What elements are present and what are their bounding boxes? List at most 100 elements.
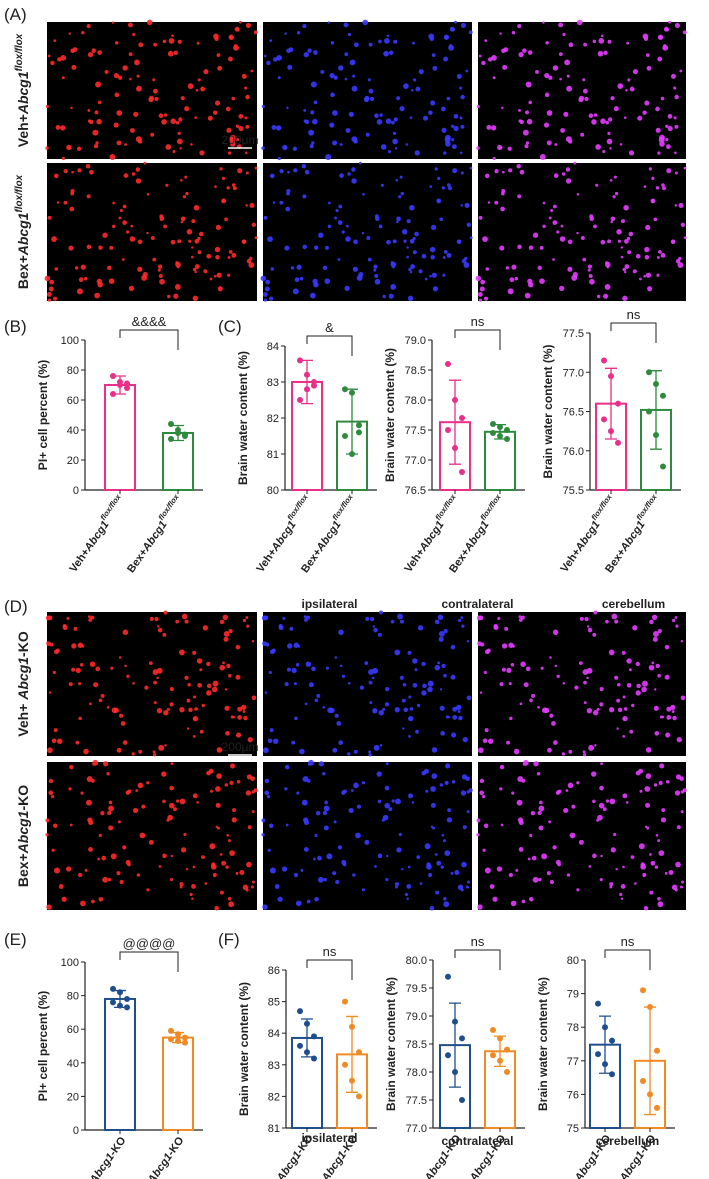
cell xyxy=(337,258,341,261)
cell xyxy=(186,229,193,235)
cell xyxy=(136,873,141,877)
cell xyxy=(282,616,286,620)
cell xyxy=(660,252,666,258)
cell xyxy=(658,249,662,254)
cell xyxy=(153,701,157,705)
cell xyxy=(179,882,184,887)
cell xyxy=(97,281,103,288)
cell xyxy=(605,120,610,125)
cell xyxy=(48,286,54,292)
cell xyxy=(489,884,495,889)
y-tick-label: 77 xyxy=(567,1056,579,1068)
label: Bex+Abcg1-KO xyxy=(15,785,31,887)
cell xyxy=(587,268,591,272)
cell xyxy=(434,167,438,171)
cell xyxy=(231,183,236,187)
cell xyxy=(412,682,418,688)
cell xyxy=(562,32,566,37)
cell xyxy=(558,22,564,28)
cell xyxy=(558,52,563,57)
cell xyxy=(565,167,571,172)
cell xyxy=(657,896,661,901)
cell xyxy=(245,22,251,29)
cell xyxy=(369,701,373,705)
cell xyxy=(628,231,634,237)
cell xyxy=(622,735,626,738)
cell xyxy=(304,702,308,706)
cell xyxy=(609,147,612,150)
cell xyxy=(660,96,665,101)
cell xyxy=(549,713,554,718)
cell xyxy=(235,644,241,650)
cell xyxy=(676,825,681,830)
cell xyxy=(277,76,281,80)
cell xyxy=(158,865,162,868)
cell xyxy=(302,24,307,29)
cell xyxy=(459,116,463,120)
cell xyxy=(304,618,308,622)
cell xyxy=(640,863,647,870)
cell xyxy=(566,873,571,877)
cell xyxy=(430,224,437,231)
cell xyxy=(548,820,552,824)
superscript: flox/flox xyxy=(98,492,123,522)
cell xyxy=(116,747,122,753)
cell xyxy=(250,885,254,889)
cell xyxy=(499,682,504,687)
cell xyxy=(425,789,429,793)
cell xyxy=(600,118,606,125)
cell xyxy=(299,276,304,281)
cell xyxy=(561,172,566,176)
cell xyxy=(411,801,415,804)
cell xyxy=(353,139,358,144)
y-tick-label: 79.0 xyxy=(406,1011,427,1023)
cell xyxy=(126,674,130,678)
cell xyxy=(374,278,381,285)
cell xyxy=(589,216,594,222)
cell xyxy=(279,168,284,174)
cell xyxy=(670,704,676,711)
cell xyxy=(188,239,192,243)
cell xyxy=(368,750,372,754)
data-point xyxy=(452,445,458,451)
cell xyxy=(546,871,551,876)
cell xyxy=(314,698,319,703)
cell xyxy=(381,818,385,822)
cell xyxy=(599,687,604,692)
cell xyxy=(615,867,618,871)
cell xyxy=(196,41,200,45)
cell xyxy=(79,663,84,667)
cell xyxy=(465,776,470,781)
cell xyxy=(111,707,118,714)
data-point xyxy=(117,1002,123,1009)
cell xyxy=(457,710,461,714)
cell xyxy=(437,661,441,665)
cell xyxy=(208,768,214,774)
cell xyxy=(177,131,181,135)
cell xyxy=(480,279,486,285)
label: Veh+ Abcg1-KO xyxy=(15,631,31,737)
cell xyxy=(213,874,216,878)
cell xyxy=(394,649,401,656)
cell xyxy=(447,183,451,187)
cell xyxy=(562,682,566,685)
cell xyxy=(293,642,299,648)
cell xyxy=(344,77,348,81)
cell xyxy=(154,617,159,622)
cell xyxy=(383,50,389,57)
cell xyxy=(667,113,673,119)
cell xyxy=(643,185,647,188)
cell xyxy=(492,156,496,161)
cell xyxy=(95,81,102,88)
cell xyxy=(446,96,451,101)
cell xyxy=(614,191,619,196)
cell xyxy=(351,167,356,172)
y-tick-label: 84 xyxy=(268,1028,280,1040)
cell xyxy=(370,617,375,622)
cell xyxy=(94,110,99,115)
cell xyxy=(414,150,420,156)
cell xyxy=(431,272,437,278)
cell xyxy=(221,860,227,866)
cell xyxy=(642,874,646,878)
cell xyxy=(282,144,288,151)
